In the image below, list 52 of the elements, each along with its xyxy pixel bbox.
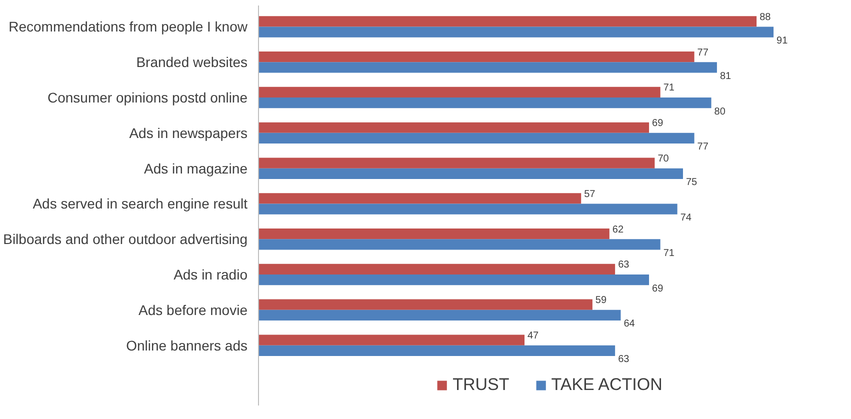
bar: [258, 132, 694, 144]
data-label: 69: [652, 283, 664, 294]
data-label: 81: [720, 70, 732, 82]
bar: [258, 204, 678, 214]
legend-label: TAKE ACTION: [551, 375, 662, 395]
data-label: 63: [618, 260, 630, 271]
bar: [258, 193, 582, 204]
y-tick-label: Ads before movie: [138, 302, 248, 318]
data-label: 59: [595, 295, 607, 306]
data-label: 57: [584, 188, 596, 200]
y-tick-label: Online banners ads: [126, 337, 248, 354]
data-label: 88: [760, 12, 772, 23]
data-label: 69: [652, 118, 664, 130]
bar: [258, 310, 621, 321]
data-label: 47: [528, 330, 540, 342]
data-label: 64: [624, 318, 636, 330]
data-label: 62: [612, 224, 624, 236]
y-tick-label: Branded websites: [136, 54, 248, 70]
data-label: 75: [686, 177, 698, 188]
data-label: 71: [663, 82, 675, 94]
y-tick-label: Ads in magazine: [144, 160, 248, 176]
data-label: 77: [697, 47, 709, 58]
bar: [258, 264, 616, 275]
bar: [258, 239, 660, 250]
bar: [258, 86, 660, 98]
bar: [258, 345, 616, 356]
data-label: 71: [663, 248, 675, 259]
bar: [258, 98, 712, 108]
bar: [258, 122, 650, 133]
bar: [258, 334, 525, 346]
data-label: 63: [618, 354, 630, 366]
legend-label: TRUST: [452, 375, 510, 395]
data-label: 80: [714, 106, 726, 118]
bar: [258, 16, 757, 27]
data-label: 70: [658, 154, 670, 165]
bar: [258, 52, 694, 62]
bar: [258, 26, 774, 38]
data-label: 74: [680, 212, 692, 224]
data-label: 77: [697, 142, 709, 153]
bar: [258, 274, 650, 286]
bar: [258, 158, 655, 168]
bar: [258, 62, 717, 73]
bar: [258, 299, 592, 310]
data-label: 91: [776, 36, 788, 47]
bar: [258, 228, 610, 240]
bar: [258, 168, 683, 179]
y-tick-label: Recommendations from people I know: [8, 18, 248, 35]
y-tick-label: Consumer opinions postd online: [47, 90, 248, 106]
y-tick-label: Ads in radio: [174, 266, 248, 283]
y-tick-label: Ads served in search engine result: [32, 196, 248, 212]
y-tick-label: Bilboards and other outdoor advertising: [3, 231, 248, 248]
y-tick-label: Ads in newspapers: [129, 124, 248, 141]
